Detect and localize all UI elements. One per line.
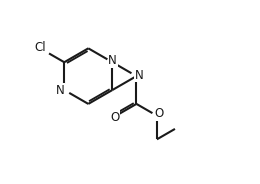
Text: Cl: Cl: [34, 41, 46, 54]
Text: N: N: [108, 54, 117, 67]
Text: O: O: [154, 107, 164, 120]
Text: N: N: [135, 69, 144, 82]
Text: O: O: [110, 111, 119, 124]
Text: N: N: [56, 84, 65, 97]
